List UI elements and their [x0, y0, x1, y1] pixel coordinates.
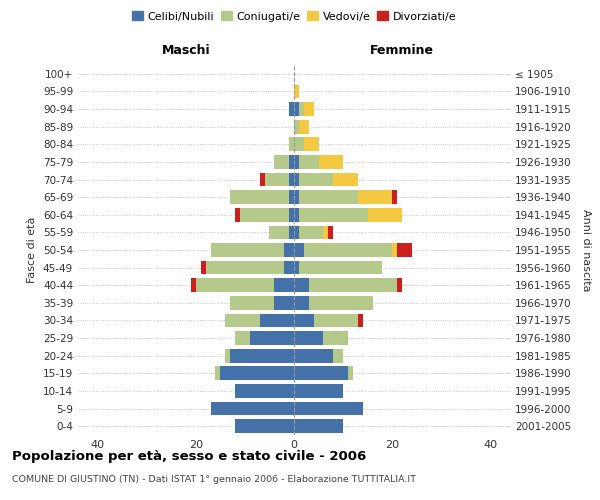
Bar	[323, 226, 328, 239]
Text: Maschi: Maschi	[161, 44, 211, 57]
Bar	[392, 190, 397, 204]
Bar	[368, 208, 402, 222]
Bar	[294, 349, 333, 362]
Bar	[294, 138, 304, 151]
Bar	[294, 331, 323, 345]
Bar	[235, 384, 294, 398]
Text: COMUNE DI GIUSTINO (TN) - Dati ISTAT 1° gennaio 2006 - Elaborazione TUTTITALIA.I: COMUNE DI GIUSTINO (TN) - Dati ISTAT 1° …	[12, 475, 416, 484]
Bar	[314, 314, 358, 328]
Bar	[289, 226, 294, 239]
Bar	[299, 190, 358, 204]
Bar	[211, 243, 284, 257]
Bar	[294, 243, 304, 257]
Bar	[235, 420, 294, 433]
Bar	[191, 278, 196, 292]
Bar	[284, 243, 294, 257]
Bar	[294, 402, 363, 415]
Bar	[289, 102, 294, 116]
Text: Femmine: Femmine	[370, 44, 434, 57]
Bar	[250, 331, 294, 345]
Bar	[304, 138, 319, 151]
Bar	[294, 384, 343, 398]
Bar	[260, 314, 294, 328]
Bar	[235, 331, 250, 345]
Bar	[240, 208, 289, 222]
Bar	[358, 314, 363, 328]
Bar	[299, 260, 382, 274]
Bar	[358, 190, 392, 204]
Bar	[294, 120, 299, 134]
Bar	[294, 84, 299, 98]
Bar	[225, 314, 260, 328]
Bar	[230, 349, 294, 362]
Bar	[392, 243, 397, 257]
Bar	[304, 243, 392, 257]
Bar	[289, 155, 294, 169]
Bar	[309, 278, 397, 292]
Bar	[299, 208, 368, 222]
Bar	[294, 208, 299, 222]
Bar	[294, 278, 309, 292]
Bar	[294, 172, 299, 186]
Bar	[299, 226, 323, 239]
Bar	[289, 172, 294, 186]
Bar	[289, 138, 294, 151]
Bar	[397, 243, 412, 257]
Bar	[215, 366, 220, 380]
Bar	[294, 260, 299, 274]
Bar	[274, 278, 294, 292]
Bar	[304, 102, 314, 116]
Bar	[328, 226, 333, 239]
Bar	[348, 366, 353, 380]
Y-axis label: Anni di nascita: Anni di nascita	[581, 209, 591, 291]
Bar	[206, 260, 284, 274]
Bar	[196, 278, 274, 292]
Bar	[289, 190, 294, 204]
Bar	[294, 366, 348, 380]
Bar	[294, 190, 299, 204]
Bar	[294, 226, 299, 239]
Bar	[289, 208, 294, 222]
Bar	[309, 296, 373, 310]
Y-axis label: Fasce di età: Fasce di età	[28, 217, 37, 283]
Bar	[299, 155, 319, 169]
Bar	[299, 172, 333, 186]
Bar	[211, 402, 294, 415]
Bar	[201, 260, 206, 274]
Bar	[323, 331, 348, 345]
Bar	[333, 172, 358, 186]
Bar	[294, 420, 343, 433]
Bar	[230, 190, 289, 204]
Bar	[220, 366, 294, 380]
Bar	[299, 102, 304, 116]
Bar	[265, 172, 289, 186]
Bar	[299, 120, 309, 134]
Bar	[225, 349, 230, 362]
Text: Popolazione per età, sesso e stato civile - 2006: Popolazione per età, sesso e stato civil…	[12, 450, 366, 463]
Bar	[284, 260, 294, 274]
Bar	[235, 208, 240, 222]
Bar	[274, 296, 294, 310]
Bar	[333, 349, 343, 362]
Bar	[294, 296, 309, 310]
Bar	[294, 314, 314, 328]
Bar	[294, 155, 299, 169]
Legend: Celibi/Nubili, Coniugati/e, Vedovi/e, Divorziati/e: Celibi/Nubili, Coniugati/e, Vedovi/e, Di…	[127, 7, 461, 26]
Bar	[294, 102, 299, 116]
Bar	[260, 172, 265, 186]
Bar	[230, 296, 274, 310]
Bar	[274, 155, 289, 169]
Bar	[397, 278, 402, 292]
Bar	[269, 226, 289, 239]
Bar	[319, 155, 343, 169]
